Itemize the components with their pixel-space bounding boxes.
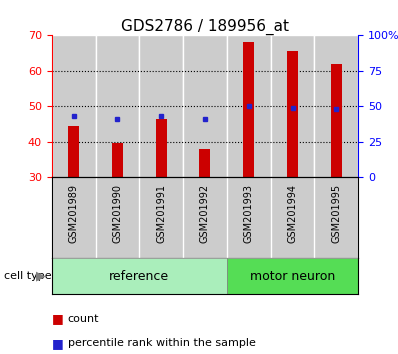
Text: ■: ■: [52, 337, 64, 350]
Text: GSM201995: GSM201995: [331, 183, 341, 242]
Bar: [271, 35, 314, 177]
Bar: [96, 35, 139, 177]
Bar: [52, 258, 227, 294]
Text: ▶: ▶: [36, 270, 45, 282]
Text: GSM201994: GSM201994: [287, 183, 298, 242]
Bar: [243, 42, 254, 177]
Text: reference: reference: [109, 270, 170, 282]
Text: ■: ■: [52, 312, 64, 325]
Bar: [227, 258, 358, 294]
Title: GDS2786 / 189956_at: GDS2786 / 189956_at: [121, 19, 289, 35]
Bar: [199, 149, 211, 177]
Text: count: count: [68, 314, 99, 324]
Bar: [52, 35, 96, 177]
Text: GSM201990: GSM201990: [112, 183, 123, 242]
Text: cell type: cell type: [4, 271, 52, 281]
Bar: [227, 35, 271, 177]
Bar: [287, 51, 298, 177]
Text: GSM201989: GSM201989: [68, 183, 79, 242]
Bar: [139, 35, 183, 177]
Text: GSM201991: GSM201991: [156, 183, 166, 242]
Text: percentile rank within the sample: percentile rank within the sample: [68, 338, 256, 348]
Bar: [112, 143, 123, 177]
Bar: [314, 35, 358, 177]
Bar: [331, 64, 342, 177]
Bar: [68, 126, 79, 177]
Bar: [156, 119, 167, 177]
Text: GSM201993: GSM201993: [244, 183, 254, 242]
Bar: [183, 35, 227, 177]
Text: GSM201992: GSM201992: [200, 183, 210, 242]
Text: motor neuron: motor neuron: [250, 270, 335, 282]
